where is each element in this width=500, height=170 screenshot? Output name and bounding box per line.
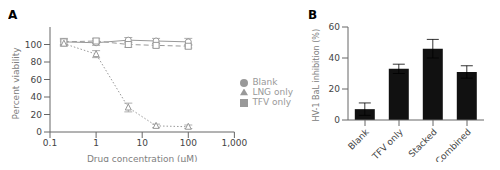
svg-text:TFV only: TFV only [370, 126, 406, 162]
html-text:TFV only: TFV only [252, 97, 292, 107]
svg-text:Stacked: Stacked [407, 127, 439, 159]
html-text:LNG only: LNG only [252, 87, 293, 97]
svg-text:100: 100 [180, 138, 197, 148]
svg-text:60: 60 [31, 75, 43, 85]
svg-text:80: 80 [31, 57, 43, 67]
svg-text:60: 60 [329, 22, 341, 32]
svg-text:1,000: 1,000 [221, 138, 247, 148]
svg-text:0: 0 [36, 127, 42, 137]
svg-text:Blank: Blank [346, 126, 371, 151]
html-text:B: B [308, 8, 318, 22]
html-text:A: A [8, 8, 18, 22]
svg-text:Combined: Combined [434, 127, 473, 162]
svg-text:100: 100 [25, 40, 42, 50]
svg-text:Drug concentration (μM): Drug concentration (μM) [87, 154, 198, 162]
svg-text:0: 0 [334, 115, 340, 125]
svg-text:20: 20 [31, 110, 43, 120]
svg-text:40: 40 [31, 92, 43, 102]
svg-text:0.1: 0.1 [43, 138, 57, 148]
svg-text:Percent viability: Percent viability [11, 47, 21, 120]
svg-text:HV-1 BaL inhibition (%): HV-1 BaL inhibition (%) [312, 29, 321, 122]
svg-text:10: 10 [136, 138, 148, 148]
svg-text:40: 40 [329, 53, 341, 63]
svg-text:1: 1 [93, 138, 99, 148]
svg-text:20: 20 [329, 84, 341, 94]
html-text:Blank: Blank [252, 77, 278, 87]
